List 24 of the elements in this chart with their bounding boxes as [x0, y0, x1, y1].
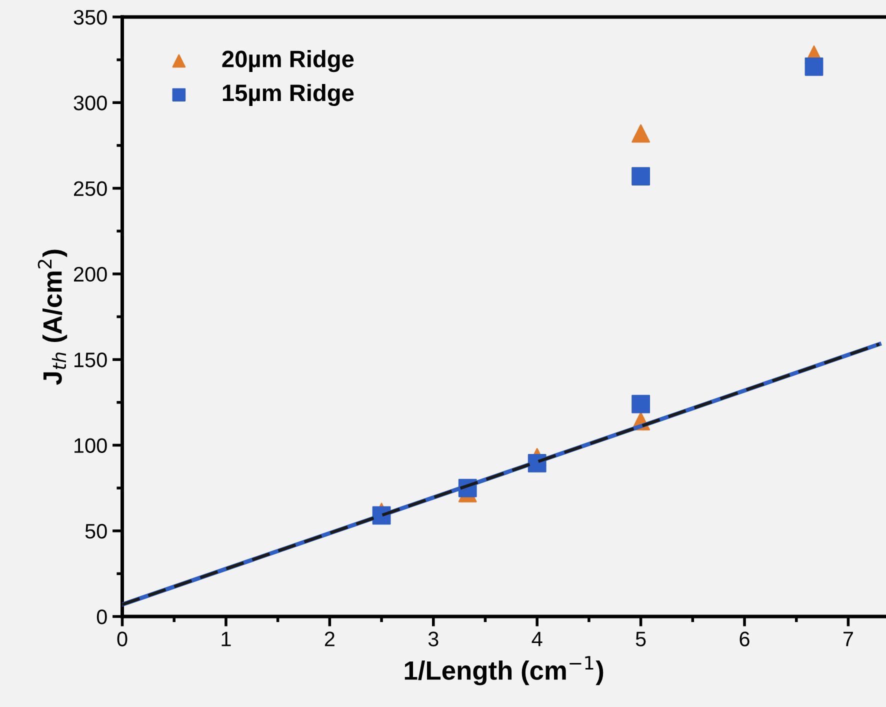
point — [632, 394, 650, 414]
x-tick-label: 3 — [428, 632, 438, 646]
x-tick-label: 6 — [740, 632, 750, 646]
point — [804, 57, 824, 76]
y-tick-label: 150 — [74, 352, 107, 368]
x-axis-title: 1/Length (cm$^{−1}$) — [404, 656, 604, 686]
x-tick-label: 0 — [117, 632, 128, 646]
y-axis-title: J$_{th}$ (A/cm$^{2}$) — [38, 250, 68, 385]
y-tick-label: 350 — [74, 10, 107, 25]
x-tick-label: 1 — [222, 632, 231, 646]
y-tick-label: 300 — [74, 96, 107, 110]
point — [632, 124, 650, 143]
y-tick-label: 100 — [74, 438, 107, 453]
y-tick-label: 0 — [96, 610, 107, 624]
legend-label: 15µm Ridge — [222, 84, 354, 106]
point — [632, 167, 650, 186]
x-tick-label: 4 — [532, 632, 542, 646]
x-tick-label: 7 — [843, 632, 853, 646]
y-tick-label: 50 — [85, 524, 107, 539]
y-tick-label: 200 — [74, 266, 107, 282]
legend-label: 20µm Ridge — [222, 50, 354, 72]
y-tick-label: 250 — [74, 181, 107, 196]
x-tick-label: 5 — [636, 632, 646, 646]
x-tick-label: 2 — [324, 632, 334, 646]
